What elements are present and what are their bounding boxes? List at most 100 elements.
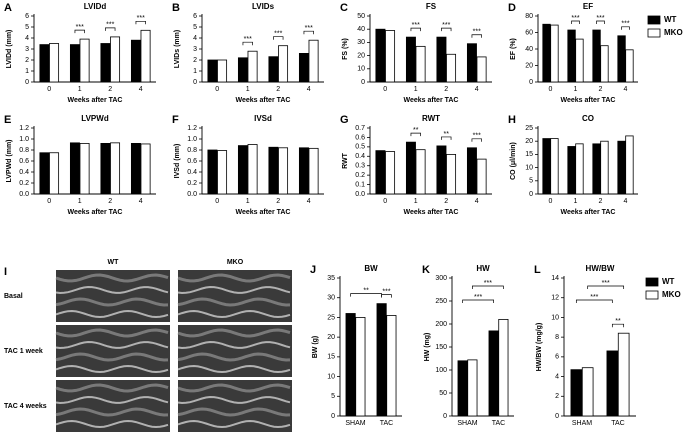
- x-axis-label: Weeks after TAC: [68, 209, 123, 216]
- significance-label: ***: [571, 15, 579, 22]
- bar: [100, 43, 111, 83]
- x-tick-label: 2: [599, 86, 603, 93]
- y-tick-label: 0.5: [355, 144, 365, 151]
- bar: [550, 24, 559, 83]
- bar: [355, 317, 366, 417]
- bar: [345, 313, 356, 417]
- significance-label: ***: [76, 24, 84, 31]
- significance-label: ***: [602, 280, 610, 287]
- panel-letter: D: [508, 2, 516, 14]
- significance-bracket: [74, 29, 85, 34]
- significance-label: ***: [473, 29, 481, 36]
- bar: [415, 149, 426, 195]
- bar: [375, 28, 386, 83]
- significance-label: **: [363, 287, 369, 294]
- x-tick-label: 2: [444, 86, 448, 93]
- bar: [466, 43, 477, 83]
- chart-title: CO: [582, 114, 594, 123]
- bar: [466, 147, 477, 195]
- significance-label: ***: [244, 36, 252, 43]
- bar: [476, 56, 487, 83]
- y-tick-label: 40: [525, 46, 533, 53]
- bar: [376, 303, 387, 417]
- y-tick-label: 0.6: [355, 134, 365, 141]
- bar: [308, 39, 319, 83]
- y-tick-label: 5: [331, 393, 335, 400]
- panel-letter: J: [310, 264, 316, 276]
- x-tick-label: 1: [414, 86, 418, 93]
- y-tick-label: 0: [193, 79, 197, 86]
- x-axis-label: Weeks after TAC: [404, 97, 459, 104]
- x-tick-label: 4: [139, 198, 143, 205]
- y-tick-label: 0: [529, 191, 533, 198]
- x-axis-label: Weeks after TAC: [236, 209, 291, 216]
- bar: [592, 29, 601, 83]
- y-axis-label: FS (%): [342, 38, 349, 60]
- y-axis-label: IVSd (mm): [174, 144, 181, 179]
- echo-panel: I WT MKO Basal TAC 1 week TAC 4 weeks: [4, 259, 292, 432]
- chart-title: BW: [364, 264, 378, 273]
- bar-chart: B LVIDs 0 1 2 3 4 5 6 LVIDs (mm) Weeks after TAC 0 1…: [172, 2, 324, 104]
- bar: [386, 315, 397, 417]
- significance-bracket: [303, 30, 314, 35]
- y-tick-label: 10: [357, 66, 365, 73]
- echo-trace: [55, 328, 169, 338]
- y-tick-label: 25: [525, 125, 533, 132]
- x-tick-label: 4: [307, 86, 311, 93]
- x-tick-label: 2: [599, 198, 603, 205]
- y-axis-label: LVIDs (mm): [174, 30, 181, 68]
- significance-label: **: [413, 127, 419, 134]
- y-tick-label: 0: [555, 413, 559, 420]
- y-tick-label: 0.2: [187, 180, 197, 187]
- bar-chart: E LVPWd 0.0 0.2 0.4 0.6 0.8 1.0 1.2 LVPWd (mm) Wee…: [4, 114, 156, 216]
- x-tick-label: 4: [624, 198, 628, 205]
- echo-trace: [177, 352, 291, 362]
- row-label: TAC 1 week: [4, 348, 43, 355]
- y-axis-label: CO (μl/min): [510, 142, 517, 180]
- y-tick-label: 2: [193, 57, 197, 64]
- significance-bracket: [350, 293, 382, 297]
- echo-trace: [55, 395, 169, 405]
- y-tick-label: 20: [327, 334, 335, 341]
- bar-chart: H CO 0 5 10 15 20 25 CO (μl/min) Weeks after TAC 0…: [508, 114, 638, 216]
- significance-bracket: [410, 132, 421, 137]
- x-tick-label: 0: [549, 86, 553, 93]
- significance-bracket: [611, 323, 625, 328]
- x-tick-label: 0: [383, 86, 387, 93]
- bar: [625, 49, 634, 83]
- bar: [542, 23, 551, 83]
- y-tick-label: 1.2: [187, 125, 197, 132]
- y-tick-label: 0: [529, 79, 533, 86]
- x-tick-label: 1: [414, 198, 418, 205]
- row-label: Basal: [4, 293, 23, 300]
- chart-title: HW: [476, 264, 490, 273]
- echo-trace: [177, 285, 291, 295]
- x-axis-label: Weeks after TAC: [561, 97, 616, 104]
- y-tick-label: 10: [551, 314, 559, 321]
- y-tick-label: 6: [25, 13, 29, 20]
- x-tick-label: 1: [574, 86, 578, 93]
- y-axis-label: HW/BW (mg/g): [536, 323, 543, 372]
- significance-label: ***: [106, 22, 114, 29]
- bar: [567, 29, 576, 83]
- significance-bracket: [471, 138, 482, 142]
- x-tick-label: SHAM: [457, 420, 477, 427]
- echo-trace: [55, 364, 169, 374]
- panel-letter: H: [508, 114, 516, 126]
- x-axis-label: Weeks after TAC: [404, 209, 459, 216]
- y-tick-label: 10: [327, 373, 335, 380]
- bar: [467, 359, 478, 417]
- significance-label: ***: [590, 294, 598, 301]
- bar: [581, 367, 594, 417]
- bar: [268, 56, 279, 83]
- bar: [130, 142, 141, 195]
- panel-letter: C: [340, 2, 348, 14]
- bar: [575, 38, 584, 83]
- y-tick-label: 8: [555, 334, 559, 341]
- y-tick-label: 30: [327, 295, 335, 302]
- y-axis-label: LVPWd (mm): [6, 139, 13, 182]
- significance-label: **: [444, 131, 450, 138]
- echo-trace: [177, 419, 291, 429]
- bar-chart: K HW 0 50 100 150 200 250 300 HW (mg) SHAM TAC *****…: [422, 264, 514, 427]
- significance-label: ***: [305, 25, 313, 32]
